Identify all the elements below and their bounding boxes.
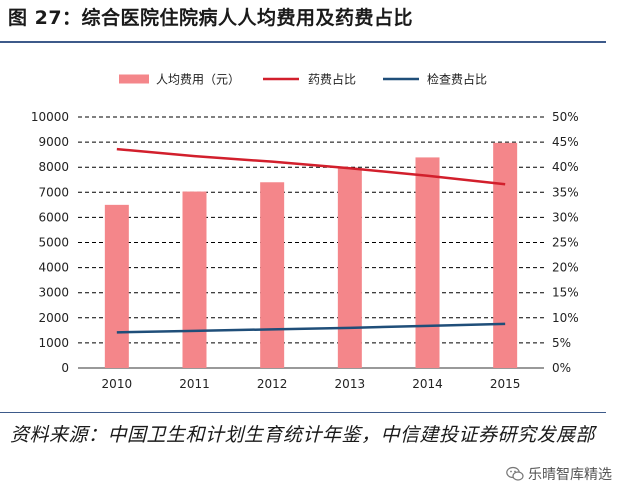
left-tick-label: 5000 [38, 236, 69, 250]
title-rule [0, 41, 606, 43]
right-tick-label: 15% [552, 286, 579, 300]
right-tick-label: 20% [552, 261, 579, 275]
footer-rule [0, 412, 606, 413]
x-axis: 2010 2011 2012 2013 2014 2015 [102, 377, 521, 391]
wechat-icon [506, 466, 524, 481]
legend-label-exam-cost-share: 检查费占比 [427, 72, 487, 87]
right-tick-label: 30% [552, 210, 579, 224]
right-tick-label: 25% [552, 236, 579, 250]
right-tick-label: 50% [552, 110, 579, 124]
right-tick-label: 10% [552, 311, 579, 325]
chart: 人均费用（元） 药费占比 检查费占比 0 1000 2000 3000 4000 5000 60… [31, 72, 579, 392]
x-tick-label: 2015 [490, 377, 521, 391]
figure-title: 图 27：综合医院住院病人人均费用及药费占比 [8, 7, 414, 29]
bar-2013 [337, 168, 362, 368]
right-tick-label: 40% [552, 160, 579, 174]
line-series [116, 147, 506, 334]
left-tick-label: 2000 [38, 311, 69, 325]
left-tick-label: 4000 [38, 261, 69, 275]
right-tick-label: 0% [552, 361, 571, 375]
x-tick-label: 2014 [412, 377, 443, 391]
exam-cost-share-line [116, 322, 506, 334]
left-tick-label: 9000 [38, 135, 69, 149]
bar-2011 [182, 191, 207, 368]
left-tick-label: 10000 [31, 110, 69, 124]
drug-cost-share-line [116, 147, 506, 186]
left-tick-label: 7000 [38, 185, 69, 199]
legend-label-per-capita-cost: 人均费用（元） [156, 73, 240, 87]
x-tick-label: 2010 [102, 377, 133, 391]
watermark: 乐晴智库精选 [506, 463, 612, 485]
x-tick-label: 2013 [335, 377, 366, 391]
right-tick-label: 45% [552, 135, 579, 149]
bar-2010 [104, 204, 129, 368]
legend-label-drug-cost-share: 药费占比 [308, 72, 356, 87]
right-tick-label: 35% [552, 185, 579, 199]
bar-2014 [415, 157, 440, 368]
bar-2012 [260, 182, 285, 368]
source-note: 资料来源：中国卫生和计划生育统计年鉴，中信建投证券研究发展部 [10, 424, 596, 446]
x-tick-label: 2012 [257, 377, 288, 391]
x-tick-label: 2011 [179, 377, 210, 391]
bar-2015 [493, 142, 518, 368]
left-tick-label: 8000 [38, 160, 69, 174]
watermark-text: 乐晴智库精选 [528, 467, 612, 483]
left-tick-label: 3000 [38, 286, 69, 300]
bar-series [104, 142, 518, 368]
legend-swatch-per-capita-cost [119, 74, 149, 84]
right-axis: 0% 5% 10% 15% 20% 25% 30% 35% 40% 45% 50% [552, 110, 579, 375]
left-tick-label: 6000 [38, 210, 69, 224]
legend: 人均费用（元） 药费占比 检查费占比 [119, 72, 487, 87]
right-tick-label: 5% [552, 336, 571, 350]
left-tick-label: 0 [61, 361, 69, 375]
gridlines [78, 116, 544, 369]
left-tick-label: 1000 [38, 336, 69, 350]
left-axis: 0 1000 2000 3000 4000 5000 6000 7000 8000 9000 100… [31, 110, 69, 375]
